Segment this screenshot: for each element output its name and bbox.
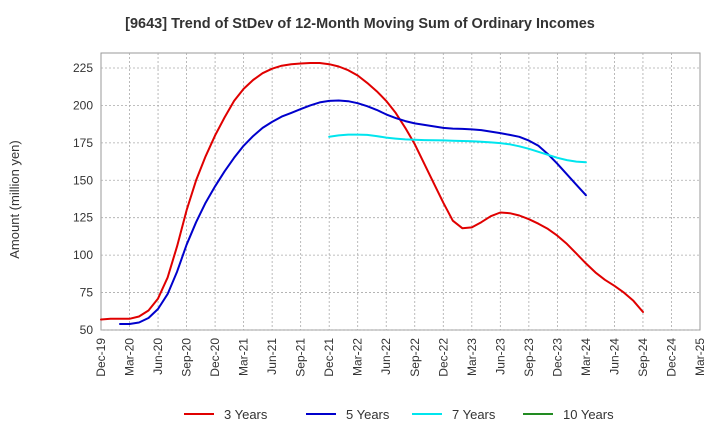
x-tick-label: Jun-21 [265,338,279,375]
y-tick-label: 125 [73,211,93,225]
x-tick-label: Mar-20 [123,338,137,376]
series-line-7-years [328,133,587,164]
y-tick-label: 150 [73,173,93,187]
x-tick-label: Mar-25 [693,338,707,376]
legend-label-5-years: 5 Years [346,407,390,422]
legend-label-7-years: 7 Years [452,407,496,422]
series-layer [100,62,644,325]
x-tick-label: Jun-24 [607,338,621,375]
axis-layer: 50 75 100 125 150 175 200 225 Dec-19 Mar-20 Jun-20… [7,61,707,377]
x-tick-label: Mar-23 [465,338,479,376]
x-tick-label: Dec-22 [436,338,450,377]
grid-layer [100,52,701,331]
legend-label-3-years: 3 Years [224,407,268,422]
x-tick-label: Dec-23 [550,338,564,377]
x-tick-label: Jun-23 [493,338,507,375]
x-tick-label: Sep-24 [636,338,650,377]
series-line-5-years [119,99,587,325]
x-tick-label: Dec-24 [664,338,678,377]
x-tick-label: Mar-21 [237,338,251,376]
x-tick-label: Sep-23 [522,338,536,377]
x-tick-label: Dec-20 [208,338,222,377]
legend-label-10-years: 10 Years [563,407,614,422]
x-tick-label: Sep-22 [408,338,422,377]
y-tick-label: 50 [80,323,94,337]
legend: 3 Years 5 Years 7 Years 10 Years [184,407,614,422]
x-tick-label: Jun-22 [379,338,393,375]
x-tick-label: Mar-22 [351,338,365,376]
x-tick-label: Mar-24 [579,338,593,376]
chart-title: [9643] Trend of StDev of 12-Month Moving… [125,16,595,32]
y-tick-label: 200 [73,98,93,112]
y-tick-label: 75 [80,286,94,300]
x-tick-label: Sep-21 [294,338,308,377]
x-tick-label: Sep-20 [180,338,194,377]
y-tick-label: 225 [73,61,93,75]
plot-frame [100,52,701,331]
x-tick-label: Jun-20 [151,338,165,375]
x-tick-label: Dec-19 [94,338,108,377]
y-tick-label: 175 [73,136,93,150]
series-line-3-years [100,62,644,321]
y-axis-title: Amount (million yen) [7,140,22,259]
x-tick-label: Dec-21 [322,338,336,377]
y-tick-label: 100 [73,248,93,262]
